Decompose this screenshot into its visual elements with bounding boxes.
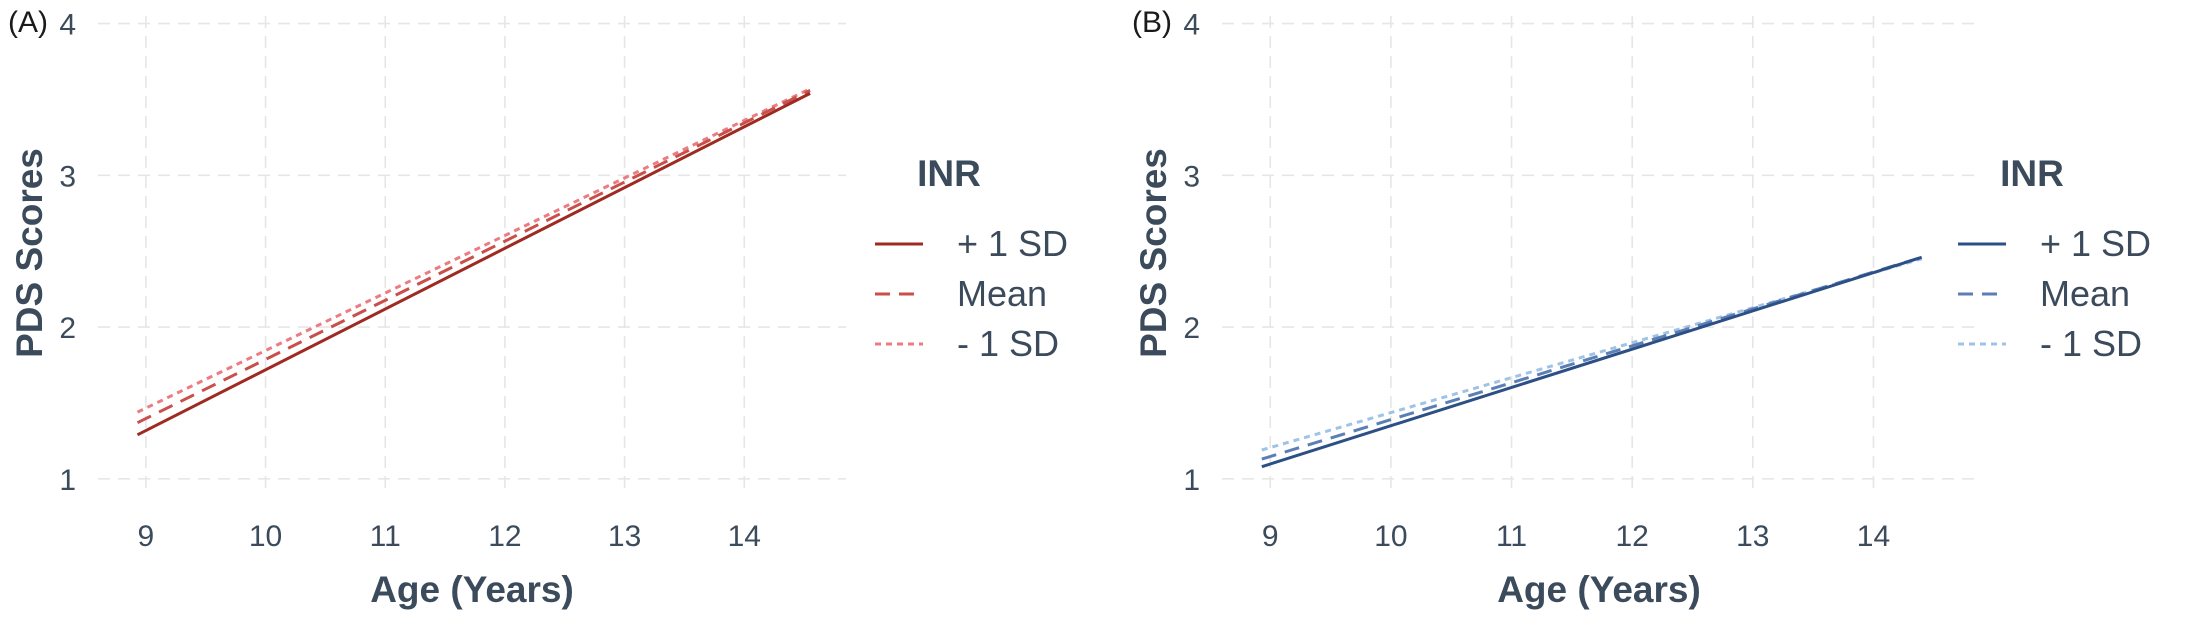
x-axis-title: Age (Years) <box>370 569 574 610</box>
legend: INR + 1 SD Mean - 1 SD <box>1958 153 2151 364</box>
legend-label: - 1 SD <box>2040 323 2142 364</box>
x-tick-label: 11 <box>1496 520 1527 553</box>
panel-label: (A) <box>8 6 48 39</box>
y-tick-label: 1 <box>1183 464 1200 497</box>
legend-title: INR <box>917 153 981 194</box>
x-tick-label: 9 <box>1262 520 1279 553</box>
legend-label: + 1 SD <box>2040 223 2151 264</box>
legend-label: + 1 SD <box>957 223 1068 264</box>
y-tick-label: 1 <box>59 464 76 497</box>
x-tick-label: 11 <box>370 520 401 553</box>
x-axis-title: Age (Years) <box>1497 569 1701 610</box>
legend-title: INR <box>2000 153 2064 194</box>
x-tick-label: 10 <box>249 520 282 553</box>
y-tick-label: 2 <box>59 312 76 345</box>
y-axis-title: PDS Scores <box>1133 148 1174 358</box>
x-tick-label: 13 <box>1736 520 1769 553</box>
legend-label: Mean <box>2040 273 2130 314</box>
x-tick-label: 12 <box>1615 520 1648 553</box>
series-line <box>136 87 811 414</box>
series-line <box>136 92 811 437</box>
series-line <box>1261 255 1923 461</box>
y-tick-label: 4 <box>59 9 76 42</box>
y-tick-label: 3 <box>59 160 76 193</box>
x-tick-label: 14 <box>1857 520 1890 553</box>
series-line <box>1261 255 1923 469</box>
x-tick-label: 9 <box>138 520 155 553</box>
series-line <box>136 89 811 425</box>
panel-label: (B) <box>1132 6 1172 39</box>
x-tick-label: 14 <box>728 520 761 553</box>
y-tick-label: 4 <box>1183 9 1200 42</box>
legend-label: - 1 SD <box>957 323 1059 364</box>
legend: INR + 1 SD Mean - 1 SD <box>875 153 1068 364</box>
legend-label: Mean <box>957 273 1047 314</box>
y-tick-label: 3 <box>1183 160 1200 193</box>
x-tick-label: 10 <box>1374 520 1407 553</box>
y-tick-label: 2 <box>1183 312 1200 345</box>
x-tick-label: 13 <box>608 520 641 553</box>
x-tick-label: 12 <box>488 520 521 553</box>
y-axis-title: PDS Scores <box>9 148 50 358</box>
